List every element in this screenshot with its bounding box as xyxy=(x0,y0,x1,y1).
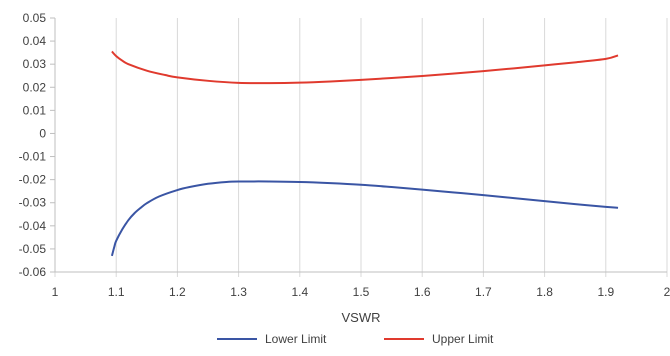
y-tick-label: -0.02 xyxy=(19,173,47,187)
x-tick-label: 1.5 xyxy=(353,285,370,299)
y-tick-label: 0.04 xyxy=(23,34,47,48)
y-tick-label: 0 xyxy=(39,126,46,140)
y-tick-label: -0.05 xyxy=(19,242,47,256)
x-tick-label: 2 xyxy=(664,285,670,299)
x-tick-label: 1.4 xyxy=(291,285,308,299)
y-tick-label: -0.06 xyxy=(19,265,47,279)
y-tick-label: -0.01 xyxy=(19,150,47,164)
x-tick-label: 1.2 xyxy=(169,285,186,299)
y-tick-label: 0.05 xyxy=(23,11,47,25)
series-line-upper-limit xyxy=(111,50,619,85)
y-tick-label: -0.03 xyxy=(19,196,47,210)
y-tick-label: 0.02 xyxy=(23,80,47,94)
legend-label: Upper Limit xyxy=(432,332,494,346)
legend-label: Lower Limit xyxy=(265,332,327,346)
legend: Lower Limit Upper Limit xyxy=(217,332,494,346)
x-tick-label: 1.1 xyxy=(108,285,125,299)
x-tick-label: 1 xyxy=(52,285,59,299)
grid-lines xyxy=(50,17,668,277)
x-axis-title: VSWR xyxy=(342,310,381,325)
y-tick-label: 0.01 xyxy=(23,103,47,117)
x-tick-label: 1.7 xyxy=(475,285,492,299)
x-tick-label: 1.9 xyxy=(597,285,614,299)
x-tick-label: 1.3 xyxy=(230,285,247,299)
x-tick-label: 1.8 xyxy=(536,285,553,299)
y-tick-label: -0.04 xyxy=(19,219,47,233)
x-tick-labels: 1 1.1 1.2 1.3 1.4 1.5 1.6 1.7 1.8 1.9 2 xyxy=(52,285,670,299)
series-lines xyxy=(110,50,619,257)
y-tick-label: 0.03 xyxy=(23,57,47,71)
x-axis xyxy=(54,18,667,273)
y-tick-labels: 0.05 0.04 0.03 0.02 0.01 0 -0.01 -0.02 -0.03 -0.0… xyxy=(19,11,47,279)
series-line-lower-limit xyxy=(110,180,619,257)
x-tick-label: 1.6 xyxy=(414,285,431,299)
